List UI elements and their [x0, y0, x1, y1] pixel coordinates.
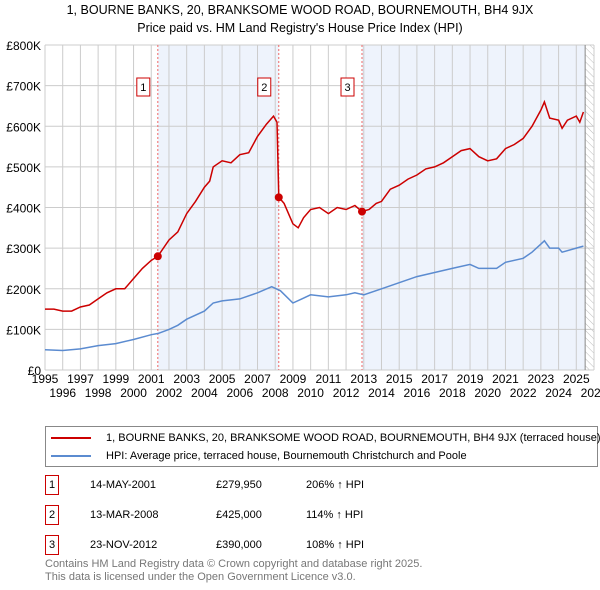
x-tick-label: 2021	[492, 372, 519, 386]
chart-subtitle: Price paid vs. HM Land Registry's House …	[137, 21, 463, 35]
y-tick-label: £400K	[6, 202, 41, 216]
x-tick-label: 2001	[138, 372, 165, 386]
sale-price: £425,000	[216, 509, 262, 521]
sale-point	[274, 193, 283, 202]
x-tick-label: 2014	[368, 386, 395, 400]
x-tick-label: 2003	[173, 372, 200, 386]
x-tick-label: 2015	[386, 372, 413, 386]
x-tick-label: 1997	[67, 372, 94, 386]
x-tick-label: 2018	[439, 386, 466, 400]
y-tick-label: £300K	[6, 242, 41, 256]
sale-hpi: 206% ↑ HPI	[306, 479, 365, 491]
x-tick-label: 1999	[102, 372, 129, 386]
sale-point	[153, 252, 162, 261]
sale-row: 2 13-MAR-2008 £425,000 114% ↑ HPI	[45, 505, 445, 527]
sale-hpi: 114% ↑ HPI	[306, 509, 364, 521]
x-tick-label: 1996	[49, 386, 76, 400]
x-tick-label: 2019	[457, 372, 484, 386]
x-tick-label: 1998	[85, 386, 112, 400]
series-line	[44, 239, 584, 352]
x-tick-label: 2022	[510, 386, 537, 400]
x-tick-label: 2011	[315, 372, 341, 386]
y-tick-label: £500K	[6, 161, 41, 175]
legend-blue-line	[51, 455, 91, 457]
sale-date: 13-MAR-2008	[90, 509, 159, 521]
x-tick-label: 2025	[563, 372, 590, 386]
legend-red-line	[51, 437, 91, 439]
x-tick-label: 2000	[120, 386, 147, 400]
sale-price: £279,950	[216, 479, 262, 491]
sale-label-box	[257, 77, 272, 97]
x-tick-label: 1995	[32, 372, 59, 386]
x-tick-label: 2005	[209, 372, 236, 386]
x-tick-label: 2012	[333, 386, 360, 400]
sale-label: 2	[261, 82, 267, 94]
sale-date: 14-MAY-2001	[90, 479, 157, 491]
y-tick-label: £100K	[6, 323, 41, 337]
footer-licence: This data is licensed under the Open Gov…	[45, 571, 356, 583]
x-tick-label: 2007	[244, 372, 271, 386]
legend: 1, BOURNE BANKS, 20, BRANKSOME WOOD ROAD…	[45, 426, 600, 467]
y-tick-label: £700K	[6, 80, 41, 94]
sale-label: 1	[140, 82, 146, 94]
sale-date: 23-NOV-2012	[90, 539, 158, 551]
sale-number: 3	[45, 535, 59, 555]
x-tick-label: 2013	[350, 372, 377, 386]
x-tick-label: 2026	[581, 386, 600, 400]
legend-label: 1, BOURNE BANKS, 20, BRANKSOME WOOD ROAD…	[106, 432, 600, 444]
x-tick-label: 2002	[156, 386, 183, 400]
sale-label: 3	[344, 82, 350, 94]
legend-item-property: 1, BOURNE BANKS, 20, BRANKSOME WOOD ROAD…	[51, 431, 600, 445]
y-tick-label: £800K	[6, 39, 41, 53]
legend-item-hpi: HPI: Average price, terraced house, Bour…	[51, 449, 467, 463]
x-tick-label: 2010	[297, 386, 324, 400]
y-tick-label: £200K	[6, 283, 41, 297]
sale-point	[358, 207, 367, 216]
y-tick-label: £0	[28, 364, 42, 378]
series-line	[45, 99, 585, 312]
x-tick-label: 2024	[545, 386, 572, 400]
chart-title: 1, BOURNE BANKS, 20, BRANKSOME WOOD ROAD…	[66, 3, 534, 17]
sale-label-box	[136, 77, 151, 97]
sale-row: 1 14-MAY-2001 £279,950 206% ↑ HPI	[45, 475, 445, 497]
sale-hpi: 108% ↑ HPI	[306, 539, 365, 551]
x-tick-label: 2020	[474, 386, 501, 400]
x-tick-label: 2008	[262, 386, 289, 400]
x-tick-label: 2016	[404, 386, 431, 400]
sale-number: 2	[45, 505, 59, 525]
sale-label-box	[340, 77, 355, 97]
sale-price: £390,000	[216, 539, 262, 551]
price-chart: 1995199619971998199920002001200220032004…	[6, 39, 600, 400]
y-tick-label: £600K	[6, 120, 41, 134]
x-tick-label: 2006	[226, 386, 253, 400]
x-tick-label: 2004	[191, 386, 218, 400]
x-tick-label: 2017	[421, 372, 448, 386]
sale-number: 1	[45, 475, 59, 495]
footer: Contains HM Land Registry data © Crown c…	[45, 558, 422, 584]
footer-copyright: Contains HM Land Registry data © Crown c…	[45, 558, 423, 570]
x-tick-label: 2009	[280, 372, 307, 386]
legend-label: HPI: Average price, terraced house, Bour…	[106, 450, 467, 462]
sale-row: 3 23-NOV-2012 £390,000 108% ↑ HPI	[45, 535, 445, 557]
x-tick-label: 2023	[528, 372, 555, 386]
